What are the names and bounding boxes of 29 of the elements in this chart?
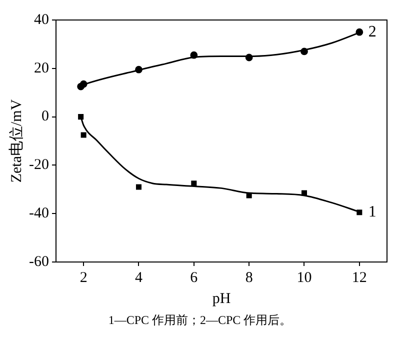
- series-label: 1: [368, 204, 376, 221]
- point: [135, 66, 142, 74]
- point: [191, 180, 197, 186]
- y-tick-label: -40: [28, 206, 49, 222]
- x-axis-title: pH: [212, 290, 231, 307]
- y-tick-label: 20: [34, 60, 49, 76]
- y-tick-label: 0: [41, 108, 49, 125]
- x-tick-label: 8: [245, 270, 253, 286]
- y-axis-title: Zeta电位/mV: [8, 99, 25, 183]
- x-tick-label: 2: [80, 270, 88, 286]
- y-tick-label: -20: [28, 157, 49, 174]
- point: [356, 210, 362, 216]
- x-tick-label: 10: [296, 270, 312, 286]
- point: [78, 114, 84, 120]
- x-tick-label: 12: [352, 270, 367, 286]
- x-tick-label: 4: [134, 270, 143, 286]
- text: 1—CPC 作用前；2—CPC 作用后。: [107, 312, 293, 329]
- point: [356, 28, 364, 36]
- point: [80, 80, 88, 88]
- point: [301, 190, 308, 196]
- y-tick-label: 40: [34, 12, 49, 28]
- point: [136, 184, 142, 190]
- y-tick-label: -60: [28, 254, 49, 270]
- point: [245, 54, 253, 62]
- point: [300, 48, 308, 56]
- series-label: 2: [368, 23, 376, 40]
- x-tick-label: 6: [190, 270, 198, 286]
- point: [80, 132, 86, 138]
- point: [190, 51, 198, 59]
